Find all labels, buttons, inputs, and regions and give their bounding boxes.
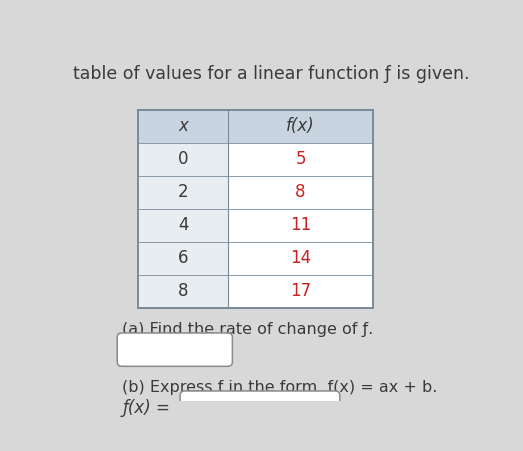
Bar: [138, 143, 228, 308]
Text: 8: 8: [178, 282, 188, 300]
Text: x: x: [178, 117, 188, 135]
Text: f(x): f(x): [286, 117, 315, 135]
Text: (b) Express ƒ in the form  ƒ(x) = ax + b.: (b) Express ƒ in the form ƒ(x) = ax + b.: [122, 379, 438, 395]
Text: 14: 14: [290, 249, 311, 267]
Bar: [138, 110, 373, 308]
Text: 0: 0: [178, 150, 188, 168]
Text: table of values for a linear function ƒ is given.: table of values for a linear function ƒ …: [73, 64, 470, 83]
Text: 5: 5: [295, 150, 306, 168]
Text: (a) Find the rate of change of ƒ.: (a) Find the rate of change of ƒ.: [122, 322, 373, 336]
FancyBboxPatch shape: [180, 391, 340, 424]
Text: 11: 11: [290, 216, 311, 234]
Text: ƒ(x) =: ƒ(x) =: [122, 399, 170, 417]
FancyBboxPatch shape: [117, 333, 232, 366]
Text: 17: 17: [290, 282, 311, 300]
Bar: [138, 110, 373, 143]
Text: 4: 4: [178, 216, 188, 234]
Text: 2: 2: [178, 183, 188, 201]
Text: 8: 8: [295, 183, 306, 201]
Text: 6: 6: [178, 249, 188, 267]
